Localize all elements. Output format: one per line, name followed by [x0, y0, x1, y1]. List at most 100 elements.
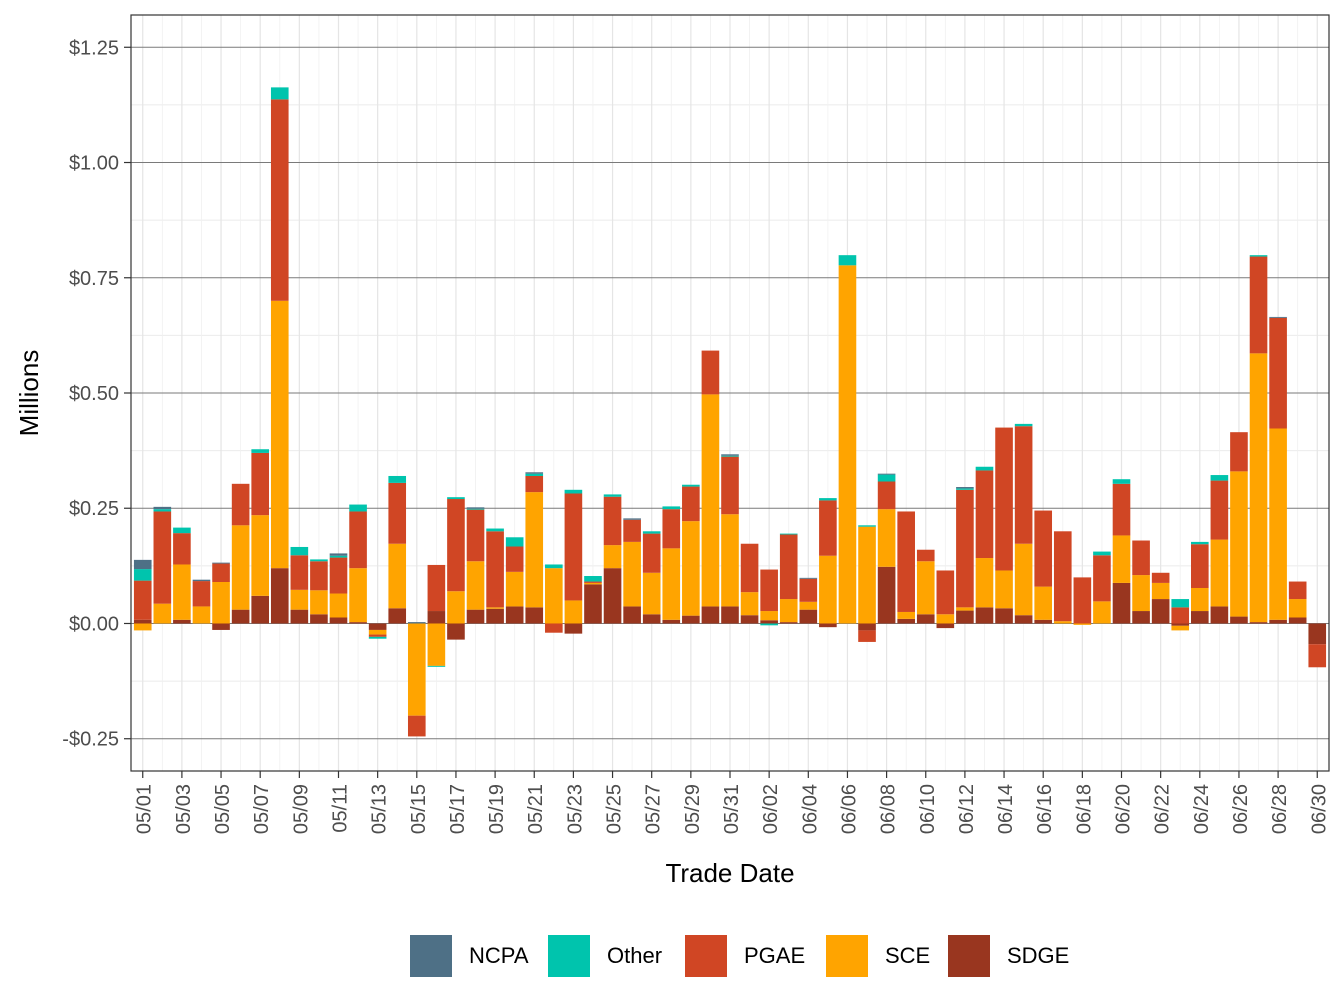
- bar-segment-pgae-05-04: [192, 581, 211, 607]
- bar-segment-pgae-06-18: [1073, 577, 1092, 624]
- bar-segment-pgae-05-22: [545, 623, 563, 633]
- bar-segment-pgae-05-10: [310, 561, 328, 591]
- bar-segment-sdge-06-30: [1308, 623, 1327, 645]
- bar-segment-pgae-05-19: [486, 531, 504, 608]
- bar-segment-sce-05-09: [290, 589, 309, 610]
- bar-segment-pgae-06-23: [1171, 607, 1190, 624]
- legend-swatch-sce: [826, 935, 868, 977]
- bar-segment-sce-05-14: [388, 543, 407, 609]
- x-tick-label: 05/01: [134, 784, 156, 834]
- y-tick-label: $0.25: [69, 498, 119, 520]
- bar-segment-sce-06-15: [1014, 543, 1033, 616]
- bar-segment-sdge-05-18: [466, 609, 485, 624]
- x-tick-label: 05/23: [564, 784, 586, 834]
- bar-segment-sdge-06-28: [1269, 619, 1287, 624]
- bar-segment-other-06-05: [819, 498, 837, 501]
- x-tick-label: 05/15: [408, 784, 430, 834]
- bar-segment-sce-06-13: [975, 558, 994, 608]
- bar-segment-sdge-06-21: [1132, 611, 1150, 624]
- bar-segment-other-05-25: [603, 494, 622, 497]
- bar-segment-ncpa-05-05: [212, 562, 230, 564]
- bar-segment-sce-05-06: [231, 525, 250, 610]
- bar-segment-pgae-06-30: [1308, 644, 1327, 668]
- bar-segment-pgae-05-05: [212, 563, 230, 582]
- bar-segment-other-05-31: [721, 455, 739, 457]
- bar-segment-other-05-03: [173, 527, 191, 534]
- bar-segment-sce-05-02: [153, 603, 172, 624]
- x-tick-label: 05/25: [604, 784, 626, 834]
- bar-segment-sce-06-06: [838, 265, 857, 624]
- bar-segment-sce-05-20: [505, 571, 524, 607]
- bar-segment-sce-06-25: [1210, 539, 1229, 607]
- bar-segment-pgae-06-20: [1112, 483, 1131, 536]
- bar-segment-sce-05-17: [447, 591, 465, 624]
- bar-segment-sce-06-08: [877, 509, 896, 567]
- bar-segment-pgae-06-21: [1132, 540, 1150, 576]
- bar-segment-pgae-06-17: [1053, 531, 1072, 622]
- bar-segment-pgae-06-27: [1249, 256, 1268, 354]
- bar-segment-sdge-05-16: [427, 611, 446, 624]
- legend: NCPA Other PGAE SCE SDGE: [410, 935, 1069, 977]
- bar-segment-sdge-06-14: [995, 608, 1013, 624]
- bar-segment-pgae-05-11: [329, 557, 348, 594]
- bar-segment-sdge-05-10: [310, 614, 328, 624]
- bar-segment-other-05-17: [447, 497, 465, 500]
- bar-segment-other-05-24: [584, 576, 602, 582]
- bar-segment-sce-05-03: [173, 564, 191, 620]
- bar-segment-sce-06-02: [760, 611, 778, 621]
- bar-segment-sdge-06-22: [1151, 599, 1170, 624]
- x-tick-label: 06/28: [1269, 784, 1291, 834]
- x-tick-label: 06/04: [799, 784, 821, 834]
- bar-segment-sdge-05-26: [623, 606, 641, 624]
- bar-segment-sdge-06-13: [975, 607, 994, 624]
- bar-segment-sce-06-29: [1288, 599, 1307, 618]
- bar-segment-pgae-06-16: [1034, 510, 1053, 587]
- bar-segment-pgae-06-08: [877, 481, 896, 510]
- bar-segment-other-05-22: [545, 564, 563, 569]
- bar-segment-pgae-06-01: [740, 543, 759, 593]
- bar-segment-sce-06-24: [1190, 587, 1209, 612]
- bar-segment-other-05-28: [662, 506, 681, 510]
- x-tick-label: 05/27: [643, 784, 665, 834]
- bar-segment-sce-05-13: [368, 629, 387, 635]
- bar-segment-ncpa-05-04: [192, 579, 211, 582]
- bar-segment-sdge-06-03: [779, 622, 798, 624]
- bar-segment-ncpa-06-08: [877, 473, 896, 475]
- bar-segment-sdge-05-07: [251, 595, 270, 624]
- bar-segment-ncpa-05-15: [407, 622, 426, 624]
- bar-segment-sdge-06-15: [1014, 615, 1033, 624]
- bar-segment-other-05-16: [427, 665, 446, 667]
- bar-segment-ncpa-05-31: [721, 454, 739, 456]
- x-tick-label: 05/11: [329, 784, 351, 833]
- y-tick-label: $1.00: [69, 153, 119, 175]
- bar-segment-sce-06-09: [897, 611, 915, 619]
- bar-segment-pgae-05-29: [682, 486, 700, 522]
- bar-segment-sce-05-15: [407, 623, 426, 716]
- bar-segment-sce-06-20: [1112, 535, 1131, 583]
- bar-segment-sdge-06-11: [936, 623, 955, 629]
- bar-segment-sce-05-23: [564, 600, 583, 624]
- bar-segment-ncpa-05-18: [466, 507, 485, 509]
- x-tick-label: 05/05: [212, 784, 234, 834]
- x-tick-label: 06/06: [838, 784, 860, 834]
- legend-swatch-pgae: [685, 935, 727, 977]
- y-tick-label: $0.50: [69, 383, 119, 405]
- bar-segment-pgae-05-06: [231, 483, 250, 526]
- bar-segment-ncpa-05-01: [133, 559, 152, 570]
- bar-segment-sdge-05-24: [584, 584, 602, 624]
- bar-segment-pgae-05-17: [447, 499, 465, 592]
- bar-segment-sce-06-23: [1171, 625, 1190, 631]
- bar-segment-pgae-06-26: [1230, 432, 1248, 472]
- bar-segment-sce-05-16: [427, 623, 446, 666]
- x-tick-label: 06/10: [917, 784, 939, 834]
- bar-segment-pgae-06-10: [916, 549, 935, 562]
- bar-segment-other-05-21: [525, 473, 544, 476]
- bar-segment-other-05-20: [505, 537, 524, 547]
- bar-segment-sdge-05-17: [447, 623, 465, 640]
- bar-segment-pgae-05-26: [623, 519, 641, 542]
- bar-segment-sce-06-11: [936, 614, 955, 624]
- x-tick-label: 06/22: [1152, 784, 1174, 834]
- x-tick-label: 06/14: [995, 784, 1017, 834]
- bar-segment-sce-06-04: [799, 601, 818, 610]
- x-tick-label: 05/21: [525, 784, 547, 834]
